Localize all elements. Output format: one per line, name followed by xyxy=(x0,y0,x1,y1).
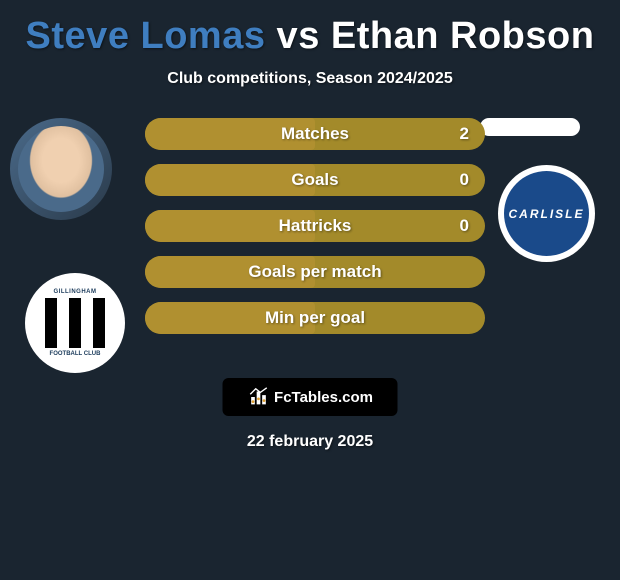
stat-label: Min per goal xyxy=(265,308,365,328)
stats-table: Matches 2 Goals 0 Hattricks 0 Goals per … xyxy=(145,118,485,348)
page-title: Steve Lomas vs Ethan Robson xyxy=(5,15,615,58)
stat-row-goals: Goals 0 xyxy=(145,164,485,196)
stat-value: 0 xyxy=(460,216,469,236)
player2-club-name: CARLISLE xyxy=(509,207,585,221)
player2-avatar-placeholder xyxy=(480,118,580,136)
stat-row-hattricks: Hattricks 0 xyxy=(145,210,485,242)
subtitle: Club competitions, Season 2024/2025 xyxy=(5,70,615,88)
stat-value: 0 xyxy=(460,170,469,190)
stat-label: Matches xyxy=(281,124,349,144)
fctables-icon xyxy=(247,386,269,408)
fctables-badge[interactable]: FcTables.com xyxy=(223,378,398,416)
player1-avatar xyxy=(10,118,112,220)
stat-label: Goals xyxy=(291,170,338,190)
fctables-text: FcTables.com xyxy=(274,389,373,406)
stat-row-mpg: Min per goal xyxy=(145,302,485,334)
stat-label: Hattricks xyxy=(279,216,352,236)
player1-name: Steve Lomas xyxy=(26,15,266,57)
stat-label: Goals per match xyxy=(248,262,381,282)
stat-row-matches: Matches 2 xyxy=(145,118,485,150)
player1-club-badge: GILLINGHAM FOOTBALL CLUB xyxy=(25,273,125,373)
content-area: GILLINGHAM FOOTBALL CLUB CARLISLE xyxy=(5,88,615,468)
vs-text: vs xyxy=(266,15,331,57)
stat-row-gpm: Goals per match xyxy=(145,256,485,288)
player2-name: Ethan Robson xyxy=(331,15,595,57)
player2-club-badge: CARLISLE xyxy=(498,165,595,262)
date-text: 22 february 2025 xyxy=(247,433,373,451)
stat-value: 2 xyxy=(460,124,469,144)
